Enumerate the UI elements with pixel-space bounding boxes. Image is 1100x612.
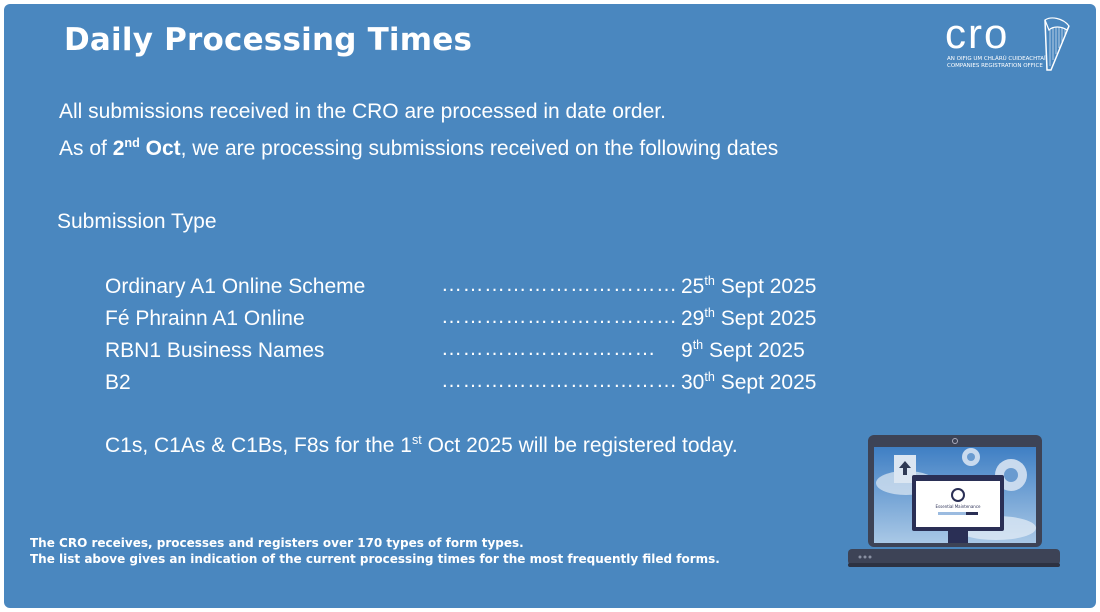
- intro-suffix: , we are processing submissions received…: [180, 137, 779, 160]
- registration-notice: C1s, C1As & C1Bs, F8s for the 1st Oct 20…: [105, 433, 738, 457]
- intro-line-2: As of 2nd Oct, we are processing submiss…: [59, 137, 778, 161]
- laptop-maintenance-illustration: Essential Maintenance: [848, 435, 1060, 567]
- table-row: Fé Phrainn A1 Online …………………………… 29th Se…: [105, 305, 865, 337]
- footer-line-2: The list above gives an indication of th…: [30, 552, 720, 566]
- page-title: Daily Processing Times: [64, 22, 473, 58]
- logo-irish-name: AN OIFIG UM CHLÁRÚ CUIDEACHTAÍ: [947, 56, 1046, 62]
- table-row: Ordinary A1 Online Scheme …………………………… 25…: [105, 273, 865, 305]
- dot-leader: ……………………………: [441, 305, 678, 328]
- cro-logo: CRO AN OIFIG UM CHLÁRÚ CUIDEACHTAÍ COMPA…: [945, 10, 1075, 74]
- dot-leader: ……………………………: [441, 273, 678, 296]
- intro-prefix: As of: [59, 137, 113, 160]
- harp-icon: [1044, 17, 1070, 71]
- as-of-day: 2: [112, 137, 125, 160]
- footer-line-1: The CRO receives, processes and register…: [30, 536, 524, 550]
- logo-english-name: COMPANIES REGISTRATION OFFICE: [947, 63, 1043, 69]
- table-row: B2 …………………………… 30th Sept 2025: [105, 369, 865, 401]
- submission-name: Fé Phrainn A1 Online: [105, 307, 305, 330]
- as-of-suffix: nd: [124, 136, 140, 150]
- logo-text: CRO: [945, 10, 1010, 57]
- maintenance-text: Essential Maintenance: [936, 504, 982, 509]
- intro-line-1: All submissions received in the CRO are …: [59, 100, 666, 123]
- dot-leader: …………………………: [441, 337, 656, 360]
- submission-type-heading: Submission Type: [57, 210, 217, 233]
- upload-icon: [894, 455, 916, 483]
- processing-date: 30th Sept 2025: [681, 370, 817, 394]
- submission-name: Ordinary A1 Online Scheme: [105, 275, 366, 298]
- processing-date: 29th Sept 2025: [681, 306, 817, 330]
- table-row: RBN1 Business Names ………………………… 9th Sept …: [105, 337, 865, 369]
- as-of-month: Oct: [139, 137, 181, 160]
- processing-date: 25th Sept 2025: [681, 274, 817, 298]
- submission-name: B2: [105, 371, 131, 394]
- submission-name: RBN1 Business Names: [105, 339, 325, 362]
- processing-date: 9th Sept 2025: [681, 338, 805, 362]
- dot-leader: ……………………………: [441, 369, 678, 392]
